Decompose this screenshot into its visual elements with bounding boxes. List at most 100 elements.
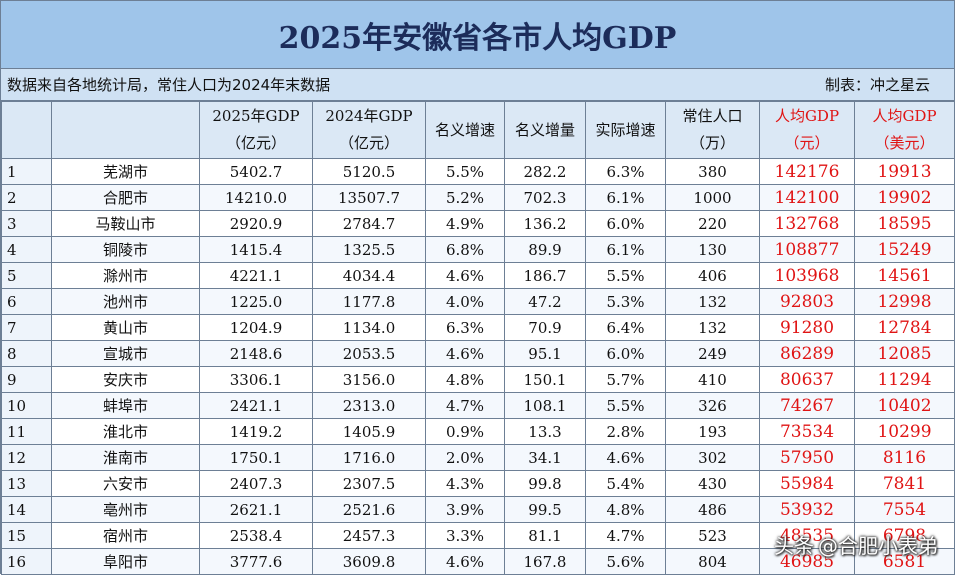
cell-gdp2025: 2920.9 <box>199 210 313 237</box>
source-note: 数据来自各地统计局，常住人口为2024年末数据 <box>7 76 331 94</box>
header-label: 人均GDP <box>872 107 937 125</box>
cell-real-growth: 6.3% <box>585 158 666 185</box>
header-real-growth: 实际增速 <box>585 101 666 159</box>
cell-nominal-growth: 4.3% <box>425 470 505 497</box>
cell-gdp2024: 5120.5 <box>312 158 426 185</box>
cell-city: 铜陵市 <box>51 236 200 263</box>
header-per-capita-usd: 人均GDP （美元） <box>854 101 955 159</box>
cell-per-capita-usd: 14561 <box>854 262 955 289</box>
cell-gdp2025: 1225.0 <box>199 288 313 315</box>
cell-gdp2025: 14210.0 <box>199 184 313 211</box>
header-unit: （亿元） <box>338 134 399 152</box>
header-city <box>51 101 200 159</box>
header-label: 常住人口 <box>682 107 743 125</box>
header-label: 实际增速 <box>595 120 656 139</box>
cell-idx: 9 <box>1 366 52 393</box>
cell-nominal-growth: 6.3% <box>425 314 505 341</box>
cell-per-capita-usd: 18595 <box>854 210 955 237</box>
cell-gdp2024: 2313.0 <box>312 392 426 419</box>
cell-per-capita-yuan: 53932 <box>759 496 855 523</box>
cell-per-capita-usd: 8116 <box>854 444 955 471</box>
cell-idx: 15 <box>1 522 52 549</box>
table-row: 16 阜阳市 3777.6 3609.8 4.6% 167.8 5.6% 804 46985 65… <box>1 548 955 575</box>
watermark-handle: @合肥小表弟 <box>818 534 938 558</box>
cell-idx: 13 <box>1 470 52 497</box>
cell-gdp2025: 2538.4 <box>199 522 313 549</box>
cell-per-capita-yuan: 57950 <box>759 444 855 471</box>
cell-nominal-increase: 108.1 <box>504 392 586 419</box>
cell-nominal-growth: 4.6% <box>425 340 505 367</box>
header-label: 人均GDP <box>774 107 840 125</box>
cell-city: 阜阳市 <box>51 548 200 575</box>
cell-per-capita-yuan: 142176 <box>759 158 855 185</box>
cell-population: 430 <box>665 470 760 497</box>
cell-nominal-growth: 4.6% <box>425 548 505 575</box>
header-unit: （万） <box>689 134 735 152</box>
cell-gdp2024: 2053.5 <box>312 340 426 367</box>
table-row: 11 淮北市 1419.2 1405.9 0.9% 13.3 2.8% 193 73534 102… <box>1 418 955 445</box>
cell-real-growth: 6.0% <box>585 210 666 237</box>
cell-nominal-growth: 5.2% <box>425 184 505 211</box>
cell-population: 486 <box>665 496 760 523</box>
cell-per-capita-yuan: 132768 <box>759 210 855 237</box>
cell-nominal-increase: 702.3 <box>504 184 586 211</box>
header-population: 常住人口 （万） <box>665 101 760 159</box>
cell-per-capita-yuan: 48535 <box>759 522 855 549</box>
table-row: 7 黄山市 1204.9 1134.0 6.3% 70.9 6.4% 132 91280 1278… <box>1 314 955 341</box>
gdp-table: 2025年GDP （亿元） 2024年GDP （亿元） 名义增速 名义增量 实际增速 常住人口… <box>1 101 955 575</box>
watermark: 头条 @合肥小表弟 <box>774 530 938 559</box>
cell-gdp2024: 1325.5 <box>312 236 426 263</box>
header-per-capita-yuan: 人均GDP （元） <box>759 101 855 159</box>
cell-real-growth: 5.3% <box>585 288 666 315</box>
cell-population: 523 <box>665 522 760 549</box>
author-credit: 制表：冲之星云 <box>824 76 930 94</box>
cell-city: 蚌埠市 <box>51 392 200 419</box>
cell-per-capita-usd: 7554 <box>854 496 955 523</box>
cell-gdp2024: 4034.4 <box>312 262 426 289</box>
cell-nominal-increase: 186.7 <box>504 262 586 289</box>
header-row: 2025年GDP （亿元） 2024年GDP （亿元） 名义增速 名义增量 实际增速 常住人口… <box>1 101 955 159</box>
cell-real-growth: 4.8% <box>585 496 666 523</box>
header-unit: （元） <box>784 134 830 152</box>
table-body: 1 芜湖市 5402.7 5120.5 5.5% 282.2 6.3% 380 142176 19… <box>1 158 955 575</box>
cell-gdp2024: 3609.8 <box>312 548 426 575</box>
watermark-prefix: 头条 <box>774 534 814 558</box>
cell-population: 249 <box>665 340 760 367</box>
cell-per-capita-usd: 12085 <box>854 340 955 367</box>
header-nominal-growth: 名义增速 <box>425 101 505 159</box>
cell-nominal-increase: 95.1 <box>504 340 586 367</box>
cell-gdp2025: 1750.1 <box>199 444 313 471</box>
cell-idx: 1 <box>1 158 52 185</box>
cell-gdp2024: 2457.3 <box>312 522 426 549</box>
cell-city: 滁州市 <box>51 262 200 289</box>
cell-gdp2025: 2407.3 <box>199 470 313 497</box>
header-nominal-increase: 名义增量 <box>504 101 586 159</box>
cell-per-capita-usd: 7841 <box>854 470 955 497</box>
cell-population: 326 <box>665 392 760 419</box>
table-row: 10 蚌埠市 2421.1 2313.0 4.7% 108.1 5.5% 326 74267 10… <box>1 392 955 419</box>
cell-city: 淮北市 <box>51 418 200 445</box>
cell-population: 410 <box>665 366 760 393</box>
header-label: 名义增速 <box>434 120 495 139</box>
cell-idx: 11 <box>1 418 52 445</box>
cell-city: 合肥市 <box>51 184 200 211</box>
cell-idx: 12 <box>1 444 52 471</box>
cell-gdp2024: 13507.7 <box>312 184 426 211</box>
page-title: 2025年安徽省各市人均GDP <box>278 20 677 56</box>
table-row: 3 马鞍山市 2920.9 2784.7 4.9% 136.2 6.0% 220 132768 1… <box>1 210 955 237</box>
cell-city: 安庆市 <box>51 366 200 393</box>
table-row: 4 铜陵市 1415.4 1325.5 6.8% 89.9 6.1% 130 108877 152… <box>1 236 955 263</box>
cell-per-capita-yuan: 74267 <box>759 392 855 419</box>
cell-per-capita-usd: 12784 <box>854 314 955 341</box>
cell-idx: 4 <box>1 236 52 263</box>
cell-nominal-growth: 5.5% <box>425 158 505 185</box>
cell-nominal-increase: 70.9 <box>504 314 586 341</box>
cell-idx: 10 <box>1 392 52 419</box>
cell-city: 黄山市 <box>51 314 200 341</box>
cell-nominal-increase: 150.1 <box>504 366 586 393</box>
table-row: 9 安庆市 3306.1 3156.0 4.8% 150.1 5.7% 410 80637 112… <box>1 366 955 393</box>
cell-nominal-growth: 4.7% <box>425 392 505 419</box>
cell-idx: 5 <box>1 262 52 289</box>
cell-gdp2025: 1415.4 <box>199 236 313 263</box>
